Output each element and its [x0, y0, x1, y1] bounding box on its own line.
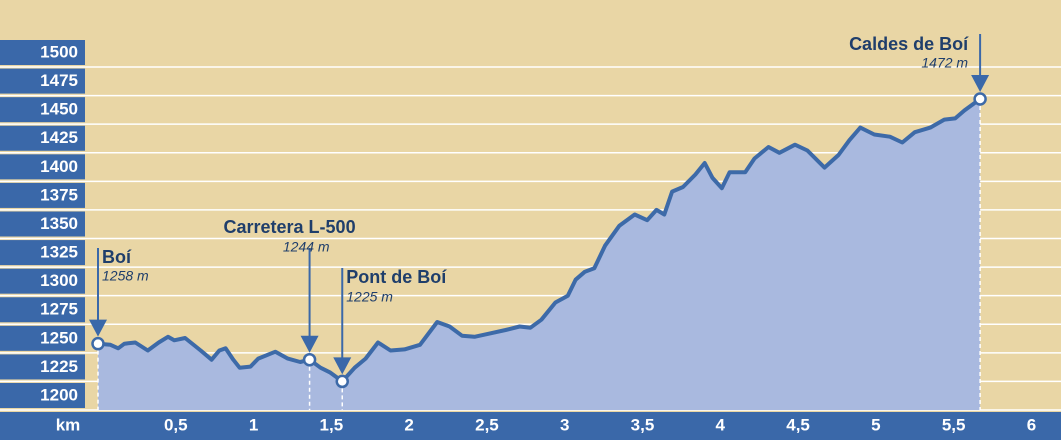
waypoint-marker [91, 336, 105, 351]
y-tick-label: 1200 [40, 385, 78, 404]
y-tick-box [0, 97, 85, 123]
y-tick-box [0, 240, 85, 266]
y-tick-box [0, 68, 85, 94]
y-tick-box [0, 125, 85, 151]
y-tick-label: 1350 [40, 214, 78, 233]
x-tick-label: 6 [1027, 415, 1036, 434]
y-tick-label: 1450 [40, 100, 78, 119]
y-tick-box [0, 383, 85, 408]
x-tick-label: 1 [249, 415, 258, 434]
y-tick-label: 1300 [40, 271, 78, 290]
x-tick-label: 5,5 [942, 415, 966, 434]
waypoint-arrowhead [89, 319, 107, 337]
waypoint-elevation: 1244 m [283, 239, 330, 255]
x-tick-label: 3,5 [631, 415, 655, 434]
x-tick-label: 3 [560, 415, 569, 434]
profile-line [97, 97, 982, 384]
y-tick-label: 1375 [40, 185, 78, 204]
y-tick-label: 1500 [40, 42, 78, 61]
waypoint-arrowhead [300, 335, 319, 353]
y-tick-label: 1275 [40, 300, 78, 319]
x-tick-label: 5 [871, 415, 880, 434]
y-tick-box [0, 268, 85, 294]
waypoint-elevation: 1225 m [346, 289, 393, 305]
y-tick-box [0, 325, 85, 351]
y-tick-label: 1325 [40, 243, 78, 262]
x-tick-label: 4 [716, 415, 726, 434]
waypoint-marker [973, 92, 987, 106]
waypoint-marker [302, 352, 317, 367]
waypoint-arrowhead [971, 75, 990, 93]
x-tick-label: 2,5 [475, 415, 499, 434]
x-tick-label: 4,5 [786, 415, 810, 434]
waypoint-name: Caldes de Boí [849, 34, 969, 54]
waypoint-elevation: 1258 m [102, 268, 149, 284]
x-tick-label: 1,5 [320, 415, 344, 434]
y-tick-label: 1475 [40, 71, 78, 90]
x-axis-bar [0, 412, 1061, 440]
y-tick-label: 1425 [40, 128, 78, 147]
profile-area [98, 99, 981, 410]
waypoint-marker [335, 374, 350, 389]
y-tick-box [0, 354, 85, 380]
x-axis-label: km [56, 415, 81, 434]
x-tick-label: 2 [404, 415, 413, 434]
y-tick-label: 1225 [40, 357, 78, 376]
y-tick-box [0, 154, 85, 180]
waypoint-name: Carretera L-500 [224, 217, 356, 237]
waypoint-elevation: 1472 m [921, 55, 968, 71]
waypoint-name: Boí [102, 247, 132, 267]
y-tick-box [0, 211, 85, 237]
waypoint-name: Pont de Boí [346, 267, 447, 287]
y-tick-box [0, 182, 85, 208]
y-tick-box [0, 40, 85, 65]
y-tick-label: 1250 [40, 328, 78, 347]
y-tick-box [0, 297, 85, 323]
waypoint-arrowhead [333, 357, 352, 375]
x-tick-label: 0,5 [164, 415, 188, 434]
y-tick-label: 1400 [40, 157, 78, 176]
